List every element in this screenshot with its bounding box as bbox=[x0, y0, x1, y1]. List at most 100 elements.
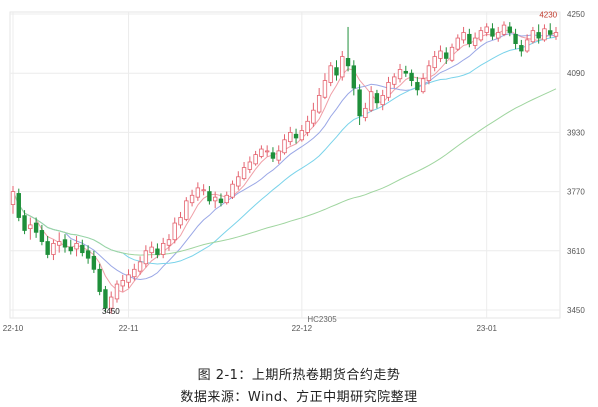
candle-body bbox=[120, 279, 125, 287]
candle-body bbox=[253, 154, 258, 165]
candle-body bbox=[155, 248, 160, 255]
candle bbox=[212, 191, 218, 209]
candle-body bbox=[22, 215, 27, 231]
candle bbox=[316, 88, 322, 114]
candle bbox=[39, 224, 45, 246]
candle-body bbox=[28, 224, 33, 229]
candle-body bbox=[68, 246, 73, 252]
candle-body bbox=[201, 189, 206, 192]
candle-body bbox=[357, 89, 362, 117]
candle bbox=[293, 128, 299, 144]
candle bbox=[22, 210, 27, 235]
candle-body bbox=[259, 148, 264, 157]
candle-body bbox=[438, 50, 443, 59]
candle bbox=[16, 188, 21, 222]
candle bbox=[397, 63, 403, 83]
candle-body bbox=[501, 24, 507, 35]
candle-body bbox=[380, 95, 385, 106]
candle bbox=[224, 191, 229, 205]
candle bbox=[201, 184, 206, 196]
candle bbox=[392, 73, 397, 88]
candle-body bbox=[149, 246, 154, 254]
candle bbox=[507, 22, 512, 37]
candle bbox=[357, 84, 362, 125]
x-axis-labels: 22-10 22-11 22-12 23-01 bbox=[3, 324, 498, 333]
candle-body bbox=[328, 65, 333, 83]
candle-body bbox=[345, 58, 351, 67]
candle-body bbox=[409, 72, 414, 81]
candle-body bbox=[467, 33, 472, 44]
candle-body bbox=[10, 191, 16, 205]
candle-body bbox=[513, 33, 518, 44]
contract-label: HC2305 bbox=[307, 315, 337, 324]
candle bbox=[68, 239, 73, 255]
candle-body bbox=[39, 230, 45, 242]
candle bbox=[62, 234, 68, 253]
candle bbox=[403, 65, 408, 77]
candle-body bbox=[230, 183, 235, 198]
candle bbox=[57, 232, 62, 253]
candle bbox=[455, 34, 460, 51]
candle bbox=[432, 51, 437, 72]
y-axis-labels: 3450 3610 3770 3930 4090 4250 bbox=[567, 10, 585, 315]
candle bbox=[103, 285, 108, 312]
candle-body bbox=[490, 28, 495, 37]
candle-body bbox=[74, 242, 79, 250]
candle-body bbox=[85, 250, 91, 259]
candle bbox=[114, 280, 120, 303]
candle bbox=[548, 23, 553, 39]
candle bbox=[420, 73, 426, 94]
moving-average-lines bbox=[12, 29, 557, 293]
candle bbox=[276, 145, 281, 164]
candle bbox=[91, 250, 97, 273]
candle-body bbox=[305, 120, 310, 133]
candle bbox=[524, 34, 530, 53]
candle bbox=[305, 115, 310, 137]
candle bbox=[109, 291, 114, 314]
candle-body bbox=[143, 250, 149, 265]
candle bbox=[264, 145, 270, 157]
candle bbox=[380, 89, 385, 111]
candle bbox=[207, 186, 212, 205]
candle bbox=[409, 69, 414, 87]
candle-body bbox=[126, 274, 131, 283]
candle bbox=[484, 23, 489, 37]
candle-body bbox=[184, 200, 189, 220]
candle bbox=[542, 24, 547, 42]
candle-body bbox=[507, 26, 512, 33]
candle-body bbox=[403, 70, 408, 74]
candle bbox=[553, 26, 559, 40]
candle bbox=[386, 76, 391, 101]
candle-body bbox=[432, 56, 437, 69]
candle bbox=[519, 39, 524, 57]
candle-body bbox=[426, 65, 432, 82]
candle-body bbox=[97, 268, 102, 292]
candle-body bbox=[386, 82, 391, 98]
candle-body bbox=[241, 167, 247, 180]
candle bbox=[311, 102, 316, 127]
candle bbox=[143, 245, 149, 268]
x-tick-label: 23-01 bbox=[476, 324, 497, 333]
candle-body bbox=[392, 76, 397, 85]
candle bbox=[374, 89, 380, 109]
candle-body bbox=[293, 133, 299, 139]
candle-body bbox=[536, 32, 541, 39]
ma10-line bbox=[12, 33, 556, 281]
candle-body bbox=[363, 107, 368, 118]
y-tick-label: 4250 bbox=[567, 10, 585, 19]
y-tick-label: 4090 bbox=[567, 69, 585, 78]
candle bbox=[155, 243, 160, 259]
candle-body bbox=[212, 196, 218, 202]
candle-body bbox=[172, 222, 177, 241]
y-tick-label: 3610 bbox=[567, 247, 585, 256]
candle bbox=[501, 21, 507, 37]
candle bbox=[189, 189, 195, 207]
candle bbox=[149, 241, 154, 259]
candle-body bbox=[270, 152, 276, 159]
candle bbox=[351, 60, 357, 96]
candlestick-chart: 3450 3610 3770 3930 4090 4250 22-10 22-11 22-12… bbox=[3, 10, 586, 333]
candle-body bbox=[530, 30, 536, 43]
candle bbox=[166, 234, 172, 251]
x-tick-label: 22-11 bbox=[119, 324, 139, 333]
candle bbox=[247, 156, 253, 174]
